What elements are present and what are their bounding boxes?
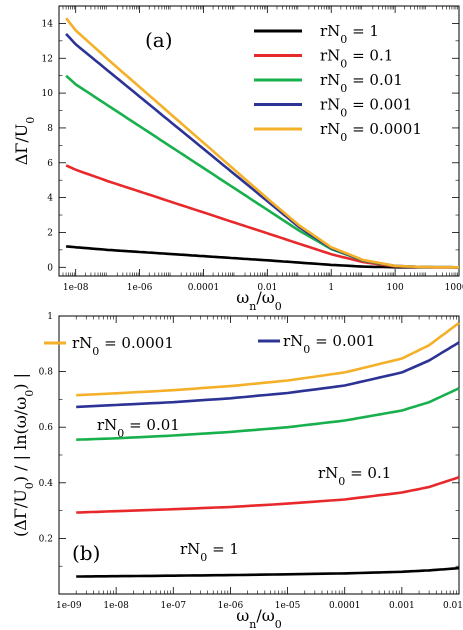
legend-entry: rN0 = 0.01 [320,71,403,95]
panel-a-ticks [59,6,460,276]
y-tick-label: 4 [47,194,53,204]
y-tick-label: 0.8 [39,368,54,378]
panel-b-tag: (b) [72,541,100,565]
legend-entry: rN0 = 0.0001 [320,120,422,144]
x-tick-label: 1e-07 [161,601,187,611]
y-tick-label: 6 [47,159,53,169]
y-tick-label: 0.6 [39,423,54,433]
y-tick-label: 10 [42,89,54,99]
y-tick-label: 1 [47,312,53,322]
panel-b-ylabel: (ΔΓ/U0) / | ln(ω/ω0) | [11,373,36,537]
series-line-rn0-0.0001 [76,321,460,397]
series-line-rn0-0.0001 [65,17,459,269]
x-tick-label: 0.001 [389,601,415,611]
series-line-rn0-1 [65,245,459,269]
x-tick-label: 1e-08 [103,601,129,611]
x-tick-label: 1 [328,283,334,293]
y-tick-label: 0.4 [39,479,54,489]
x-tick-label: 0.01 [443,601,463,611]
panel-b-tick-labels: 1e-09 1e-08 1e-07 1e-06 1e-05 0.0001 0.001 0.01… [39,312,463,611]
y-tick-label: 12 [42,54,53,64]
x-tick-label: 1e-08 [63,283,89,293]
y-tick-label: 2 [47,228,53,238]
x-tick-label: 1e-06 [127,283,153,293]
series-line-rn0-0.001 [76,341,460,409]
x-tick-label: 1e-09 [56,601,82,611]
x-tick-label: 0.0001 [188,283,220,293]
curve-label: rN0 = 1 [180,540,239,564]
panel-b-frame [58,315,460,595]
series-line-rn0-0.01 [76,387,460,441]
y-tick-label: 0.2 [39,534,53,544]
y-tick-label: 8 [47,124,53,134]
panel-a: 1e-08 1e-06 0.0001 0.01 1 100 10000 0 2 4 6 8 10 12 14… [12,5,463,313]
panel-b-ticks [58,315,460,594]
panel-a-ylabel: ΔΓ/U0 [12,117,37,166]
curve-label: rN0 = 0.001 [283,332,375,356]
x-tick-label: 0.01 [257,283,277,293]
panel-b: 1e-09 1e-08 1e-07 1e-06 1e-05 0.0001 0.001 0.01… [11,312,463,630]
curve-label: rN0 = 0.1 [318,464,391,488]
curve-label: rN0 = 0.01 [97,416,180,440]
y-tick-label: 14 [42,19,54,29]
panel-a-tag: (a) [145,28,173,52]
x-tick-label: 10000 [445,283,463,293]
panel-a-series [65,17,459,269]
x-tick-label: 1e-06 [218,601,244,611]
x-tick-label: 100 [387,283,404,293]
series-line-rn0-1 [76,566,460,578]
panel-b-curve-labels: rN0 = 1 rN0 = 0.1 rN0 = 0.01 rN0 = 0.001 rN0… [44,332,391,564]
legend-entry: rN0 = 1 [320,22,379,46]
series-line-rn0-0.1 [76,475,460,514]
legend-entry: rN0 = 0.001 [320,96,412,120]
curve-label: rN0 = 0.0001 [72,334,174,358]
x-tick-label: 0.0001 [329,601,361,611]
panel-a-frame [58,5,460,277]
y-tick-label: 0 [47,263,53,273]
panel-a-tick-labels: 1e-08 1e-06 0.0001 0.01 1 100 10000 0 2 4 6 8 10 12 14 [42,19,463,293]
x-tick-label: 1e-05 [275,601,301,611]
legend-entry: rN0 = 0.1 [320,47,393,71]
panel-b-series [76,321,460,578]
